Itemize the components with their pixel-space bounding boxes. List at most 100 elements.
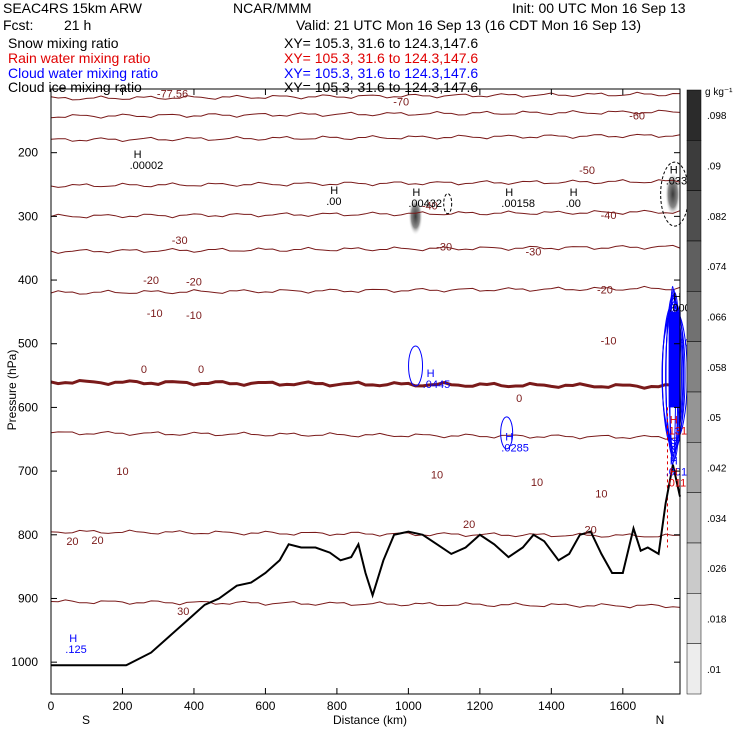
y-tick-label: 400 bbox=[18, 273, 38, 287]
max-marker-label: H bbox=[673, 291, 681, 303]
colorbar-tick-label: .01 bbox=[707, 665, 721, 676]
max-marker-value: .0285 bbox=[501, 443, 529, 455]
isotherm-label: -40 bbox=[601, 210, 617, 222]
max-marker-value: .00002 bbox=[130, 160, 164, 172]
isotherm-line bbox=[50, 285, 681, 295]
isotherm-label: -10 bbox=[186, 310, 202, 322]
isotherm-label: 20 bbox=[91, 535, 103, 547]
isotherm-label: -20 bbox=[597, 285, 613, 297]
isotherm-line bbox=[50, 430, 681, 440]
isotherm-label: -60 bbox=[629, 111, 645, 123]
max-marker-label: H bbox=[427, 368, 435, 380]
max-marker-label: H bbox=[134, 149, 142, 161]
isotherm-line bbox=[50, 109, 681, 119]
isotherm-label: 10 bbox=[531, 477, 543, 489]
colorbar-tick-label: .066 bbox=[707, 313, 727, 324]
max-marker-label: H bbox=[673, 326, 681, 338]
colorbar: .098 .09 .082 .074 .066 .058 .05 .042 .034 .026 .0… bbox=[686, 89, 727, 695]
colorbar-swatch bbox=[686, 643, 702, 695]
colorbar-tick-label: .09 bbox=[707, 162, 721, 173]
isotherm-line bbox=[50, 91, 681, 101]
y-tick-label: 800 bbox=[18, 528, 38, 542]
colorbar-swatch bbox=[686, 240, 702, 292]
model-title: SEAC4RS 15km ARW bbox=[3, 0, 143, 16]
max-marker-label: H bbox=[505, 187, 513, 199]
organization: NCAR/MMM bbox=[233, 0, 312, 16]
x-tick-label: 800 bbox=[327, 699, 347, 713]
isotherm-label: -20 bbox=[143, 275, 159, 287]
colorbar-tick-label: .05 bbox=[707, 413, 721, 424]
cloud-water-contour bbox=[665, 300, 685, 451]
colorbar-swatch bbox=[686, 190, 702, 242]
colorbar-units: g kg⁻¹ bbox=[705, 87, 733, 98]
mixing-ratio-blob bbox=[664, 171, 681, 217]
max-marker-value: .00158 bbox=[501, 198, 535, 210]
max-marker-value: .011 bbox=[666, 478, 687, 490]
forecast-hour: 21 h bbox=[64, 17, 92, 33]
isotherm-label: 0 bbox=[198, 364, 204, 376]
isotherm-line bbox=[50, 378, 681, 390]
isotherm-label: 20 bbox=[66, 536, 78, 548]
isotherm-line bbox=[50, 244, 681, 254]
max-marker-value: .125 bbox=[65, 644, 86, 656]
colorbar-swatch bbox=[686, 89, 702, 141]
colorbar-tick-label: .098 bbox=[707, 111, 727, 122]
cloud-water-core bbox=[668, 311, 681, 408]
colorbar-swatch bbox=[686, 341, 702, 393]
isotherm-label: -50 bbox=[579, 165, 595, 177]
colorbar-tick-label: .034 bbox=[707, 514, 727, 525]
isotherm-line bbox=[50, 133, 681, 143]
field-snow-name: Snow mixing ratio bbox=[8, 35, 119, 51]
maximum-markers: H.00002H.00H.00432H.00158H.00H.0335H.000… bbox=[65, 149, 697, 656]
x-tick-label: 600 bbox=[255, 699, 275, 713]
colorbar-tick-label: .018 bbox=[707, 615, 727, 626]
terrain-line bbox=[51, 464, 681, 667]
isotherm-label: 30 bbox=[177, 606, 189, 618]
max-marker-label: H bbox=[330, 185, 338, 197]
y-tick-label: 200 bbox=[18, 146, 38, 160]
axes: 0 200 400 600 800 1000 1200 1400 160020030040050… bbox=[11, 89, 680, 713]
isotherm-label: -77.56 bbox=[157, 88, 188, 100]
max-marker-label: H bbox=[412, 187, 420, 199]
max-marker-label: H bbox=[670, 467, 678, 479]
colorbar-swatch bbox=[686, 442, 702, 493]
max-marker-label: H bbox=[69, 633, 77, 645]
colorbar-swatch bbox=[686, 542, 702, 594]
terrain-line bbox=[51, 464, 681, 667]
max-marker-value: .00 bbox=[326, 196, 341, 208]
y-tick-label: 1000 bbox=[11, 655, 38, 669]
isotherm-label: 0 bbox=[516, 393, 522, 405]
x-tick-label: 1200 bbox=[467, 699, 494, 713]
mixing-ratio-blob bbox=[408, 197, 423, 236]
isotherm-label: -70 bbox=[393, 97, 409, 109]
max-marker-value: .00 bbox=[566, 198, 581, 210]
field-cloudice-name: Cloud ice mixing ratio bbox=[8, 79, 142, 95]
x-end-label-south: S bbox=[82, 713, 90, 727]
max-marker-label: H bbox=[505, 432, 513, 444]
isotherm-label: 10 bbox=[431, 469, 443, 481]
cloud-ice-contour bbox=[443, 193, 453, 215]
field-cloudwater-xy: XY= 105.3, 31.6 to 124.3,147.6 bbox=[284, 65, 479, 81]
temperature-isotherms bbox=[50, 91, 681, 609]
isotherm-label: -30 bbox=[436, 241, 452, 253]
cloud-water-contour bbox=[500, 416, 514, 450]
field-cloudice-xy: XY= 105.3, 31.6 to 124.3,147.6 bbox=[284, 79, 479, 95]
field-cloudwater-name: Cloud water mixing ratio bbox=[8, 65, 159, 81]
cloud-water-contours bbox=[408, 161, 690, 548]
cloud-water-contour bbox=[408, 345, 424, 387]
isotherm-line bbox=[50, 209, 681, 219]
colorbar-swatch bbox=[686, 593, 702, 644]
x-axis-title: Distance (km) bbox=[333, 713, 407, 727]
colorbar-swatch bbox=[686, 492, 702, 544]
forecast-label: Fcst: bbox=[3, 17, 34, 33]
max-marker-label: H bbox=[670, 165, 678, 177]
x-tick-label: 200 bbox=[112, 699, 132, 713]
y-tick-label: 600 bbox=[18, 400, 38, 414]
x-tick-label: 400 bbox=[184, 699, 204, 713]
mixing-ratio-shading bbox=[408, 171, 681, 346]
isotherm-line bbox=[50, 179, 681, 188]
y-tick-label: 900 bbox=[18, 591, 38, 605]
max-marker-value: .00432 bbox=[408, 198, 442, 210]
isotherm-label: 20 bbox=[463, 519, 475, 531]
